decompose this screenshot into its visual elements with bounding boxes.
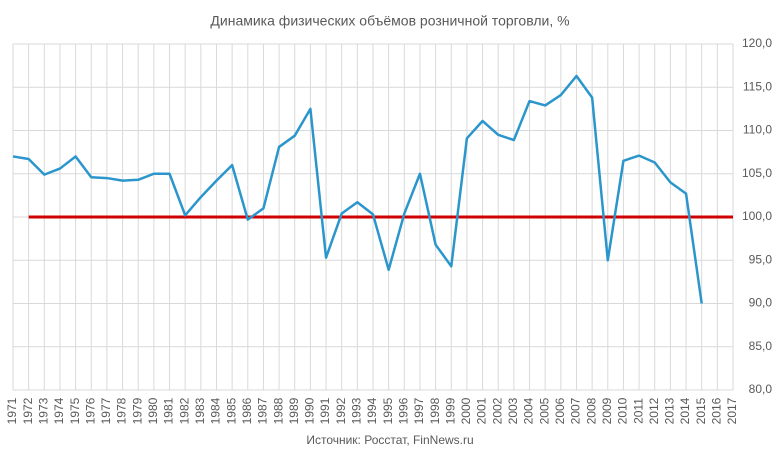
x-tick-label: 1984 xyxy=(209,397,223,424)
x-tick-label: 1997 xyxy=(412,397,426,424)
x-tick-label: 1988 xyxy=(271,397,285,424)
x-tick-label: 1979 xyxy=(130,397,144,424)
x-tick-label: 2014 xyxy=(678,397,692,424)
x-tick-label: 1995 xyxy=(381,397,395,424)
x-tick-label: 1999 xyxy=(443,397,457,424)
y-tick-label: 95,0 xyxy=(749,252,773,266)
x-tick-label: 2017 xyxy=(725,397,739,424)
x-tick-label: 2010 xyxy=(616,397,630,424)
x-tick-label: 1996 xyxy=(396,397,410,424)
x-tick-label: 2005 xyxy=(537,397,551,424)
x-tick-label: 2016 xyxy=(710,397,724,424)
x-tick-label: 2007 xyxy=(569,397,583,424)
x-tick-label: 1973 xyxy=(36,397,50,424)
x-tick-label: 1978 xyxy=(115,397,129,424)
x-tick-label: 1985 xyxy=(224,397,238,424)
y-tick-label: 110,0 xyxy=(743,123,772,137)
x-tick-label: 2015 xyxy=(694,397,708,424)
x-tick-label: 1998 xyxy=(428,397,442,424)
x-tick-label: 2004 xyxy=(522,397,536,424)
x-tick-label: 1982 xyxy=(177,397,191,424)
x-tick-label: 1986 xyxy=(240,397,254,424)
x-tick-label: 1972 xyxy=(21,397,35,424)
x-tick-label: 1990 xyxy=(303,397,317,424)
x-tick-label: 1993 xyxy=(350,397,364,424)
x-tick-label: 1980 xyxy=(146,397,160,424)
x-tick-label: 1976 xyxy=(83,397,97,424)
x-tick-label: 1974 xyxy=(52,397,66,424)
x-tick-label: 1989 xyxy=(287,397,301,424)
x-tick-label: 1983 xyxy=(193,397,207,424)
x-tick-label: 1975 xyxy=(68,397,82,424)
y-tick-label: 105,0 xyxy=(742,166,772,180)
x-tick-label: 1992 xyxy=(334,397,348,424)
y-tick-label: 115,0 xyxy=(743,79,772,93)
chart-title: Динамика физических объёмов розничной то… xyxy=(210,13,569,29)
x-tick-label: 2009 xyxy=(600,397,614,424)
x-tick-label: 2006 xyxy=(553,397,567,424)
y-tick-label: 90,0 xyxy=(749,296,773,310)
x-tick-label: 1981 xyxy=(162,397,176,424)
x-tick-label: 1994 xyxy=(365,397,379,424)
x-tick-label: 2003 xyxy=(506,397,520,424)
x-tick-label: 2008 xyxy=(584,397,598,424)
x-tick-label: 2000 xyxy=(459,397,473,424)
source-note: Источник: Росстат, FinNews.ru xyxy=(306,433,473,447)
x-tick-label: 2002 xyxy=(490,397,504,424)
y-tick-label: 85,0 xyxy=(749,339,773,353)
x-tick-label: 2012 xyxy=(647,397,661,424)
x-tick-label: 2011 xyxy=(631,398,645,424)
y-tick-label: 80,0 xyxy=(749,382,773,396)
x-tick-label: 1977 xyxy=(99,397,113,424)
x-tick-label: 1971 xyxy=(5,397,19,424)
x-tick-label: 2001 xyxy=(475,397,489,424)
y-tick-label: 120,0 xyxy=(742,36,772,50)
x-tick-label: 1987 xyxy=(256,397,270,424)
x-tick-label: 1991 xyxy=(318,397,332,424)
x-tick-label: 2013 xyxy=(663,397,677,424)
data-line xyxy=(12,74,703,304)
y-tick-label: 100,0 xyxy=(742,209,772,223)
